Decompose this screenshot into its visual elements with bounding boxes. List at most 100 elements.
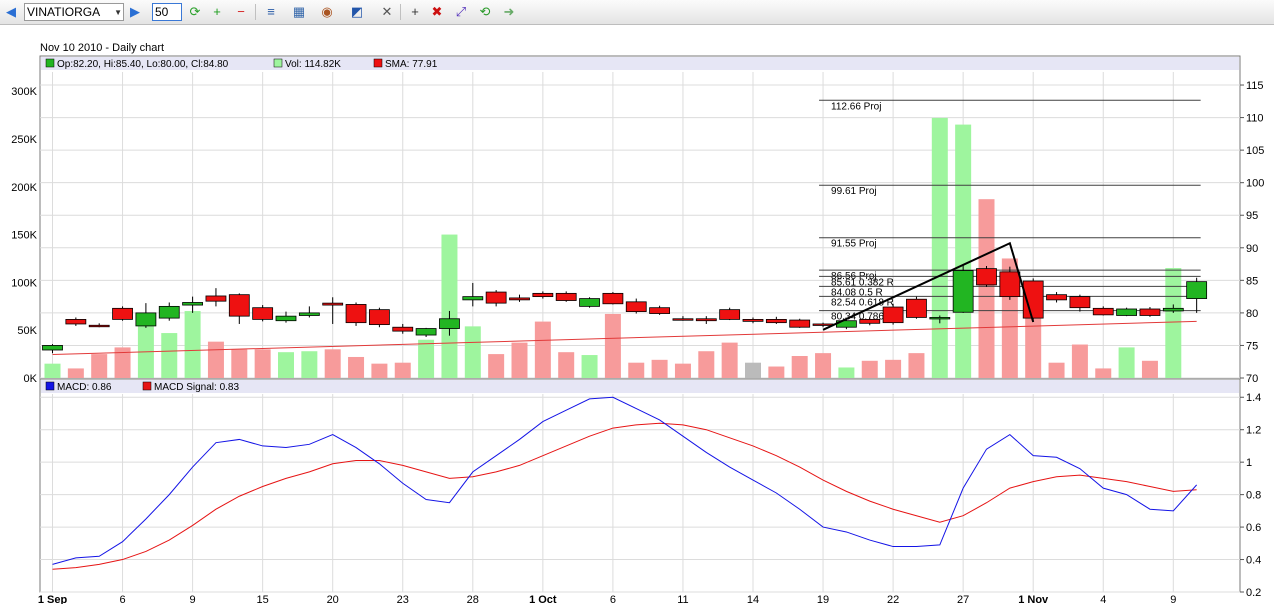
- zoom-in-button[interactable]: +: [208, 3, 226, 21]
- cycle-button[interactable]: ⟲: [476, 3, 494, 21]
- candle-body: [205, 295, 227, 302]
- macd-legend-swatch: [45, 381, 55, 391]
- volume-bar: [815, 353, 832, 378]
- candle-body: [672, 318, 694, 321]
- date-tick-label: 11: [677, 594, 688, 604]
- volume-bar: [581, 355, 598, 378]
- volume-bar: [674, 363, 691, 378]
- arrow-button[interactable]: ➜: [500, 3, 518, 21]
- volume-bar: [114, 347, 131, 378]
- volume-bar: [768, 366, 785, 378]
- macd-tick-label: 0.8: [1246, 490, 1261, 502]
- fibonacci-label: 91.55 Proj: [831, 239, 877, 250]
- candle-body: [65, 319, 87, 325]
- sma-line: [52, 320, 1197, 356]
- price-tick-label: 75: [1246, 340, 1258, 352]
- volume-bar: [791, 356, 808, 378]
- zoom-in-icon: +: [213, 4, 221, 19]
- date-tick-label: 20: [327, 594, 339, 604]
- zoom-out-button[interactable]: −: [232, 3, 250, 21]
- study-menu-icon: ◩: [350, 4, 364, 19]
- resize-button[interactable]: ⤢: [452, 3, 470, 21]
- add-drawing-button[interactable]: +: [406, 3, 424, 21]
- macd-tick-label: 0.2: [1246, 587, 1261, 599]
- period-input[interactable]: 50: [152, 3, 182, 21]
- chevron-down-icon[interactable]: ▼: [114, 8, 122, 17]
- study-menu-button[interactable]: ◩: [348, 3, 366, 21]
- tools-icon: ✕: [381, 4, 393, 19]
- volume-bar: [278, 352, 294, 378]
- price-panel[interactable]: [39, 55, 1241, 379]
- candle-body: [42, 345, 63, 351]
- volume-bar: [628, 362, 645, 378]
- forward-button[interactable]: ▶: [126, 3, 144, 21]
- symbol-input[interactable]: VINATIORGA ▼: [24, 3, 124, 21]
- candle-body: [625, 301, 647, 312]
- volume-bar: [488, 354, 505, 378]
- volume-bar: [1118, 347, 1135, 378]
- volume-bar: [1048, 362, 1065, 378]
- period-value: 50: [155, 5, 169, 19]
- delete-drawing-button[interactable]: ✖: [428, 3, 446, 21]
- volume-tick-label: 250K: [11, 134, 37, 146]
- volume-bar: [67, 368, 84, 378]
- indicator-menu-button[interactable]: ≡: [262, 3, 280, 21]
- signal-legend-swatch: [142, 381, 152, 391]
- volume-bar: [861, 360, 878, 378]
- volume-bar: [698, 351, 715, 378]
- candle-body: [765, 319, 787, 324]
- macd-tick-label: 0.6: [1246, 522, 1261, 534]
- ohlc-legend-swatch: [45, 58, 55, 68]
- date-tick-label: 27: [957, 594, 969, 604]
- candle-body: [789, 319, 811, 328]
- date-tick-label: 23: [397, 594, 409, 604]
- candle-body: [112, 307, 133, 320]
- candle-body: [1022, 280, 1044, 319]
- date-tick-label: 1 Oct: [529, 594, 557, 604]
- candle-body: [1069, 296, 1091, 309]
- candle-body: [812, 323, 834, 326]
- volume-tick-label: 150K: [11, 230, 37, 242]
- stock-chart[interactable]: Nov 10 2010 - Daily chart Op:82.20, Hi:8…: [0, 25, 1274, 604]
- candle-body: [415, 328, 437, 336]
- volume-legend-swatch: [273, 58, 283, 68]
- fibonacci-label: 112.66 Proj: [831, 101, 881, 112]
- price-axis: 70 75 80 85 90 95 100 105 110 115: [1240, 80, 1264, 385]
- candle-body: [368, 309, 390, 326]
- tools-button[interactable]: ✕: [378, 3, 396, 21]
- candle-body: [999, 271, 1021, 298]
- volume-bar: [931, 117, 948, 379]
- macd-tick-label: 1: [1246, 457, 1252, 469]
- volume-tick-label: 300K: [11, 86, 37, 98]
- candle-body: [1162, 307, 1184, 312]
- candle-body: [228, 294, 250, 317]
- date-tick-label: 14: [747, 594, 759, 604]
- back-button[interactable]: ◀: [2, 3, 20, 21]
- refresh-button[interactable]: ⟳: [186, 3, 204, 21]
- volume-tick-label: 100K: [11, 277, 37, 289]
- toolbar-separator: [400, 4, 401, 20]
- candle-body: [555, 292, 577, 301]
- chart-style-button[interactable]: ▦: [290, 3, 308, 21]
- volume-bar: [254, 349, 271, 378]
- candle-body: [509, 297, 530, 301]
- candle-body: [1186, 281, 1208, 299]
- candle-body: [392, 326, 414, 332]
- candle-body: [462, 296, 484, 301]
- price-tick-label: 90: [1246, 243, 1258, 255]
- macd-signal-line: [52, 422, 1197, 570]
- macd-tick-label: 1.2: [1246, 425, 1261, 437]
- volume-bar: [394, 362, 411, 378]
- volume-bar: [1095, 368, 1112, 378]
- symbol-value: VINATIORGA: [27, 5, 101, 19]
- date-axis: 1 Sep 6 9 15 20 23 28 1 Oct 6 11 14 19 22 27 1 Nov 4 9: [38, 594, 1177, 604]
- date-tick-label: 4: [1100, 594, 1106, 604]
- add-drawing-icon: +: [411, 4, 419, 19]
- chart-title: Nov 10 2010 - Daily chart: [40, 42, 164, 54]
- trend-line[interactable]: [822, 241, 1035, 331]
- color-menu-button[interactable]: ◉: [318, 3, 336, 21]
- candle-body: [275, 315, 297, 322]
- volume-bar: [1165, 268, 1182, 378]
- price-tick-label: 110: [1246, 113, 1264, 125]
- date-tick-label: 28: [467, 594, 479, 604]
